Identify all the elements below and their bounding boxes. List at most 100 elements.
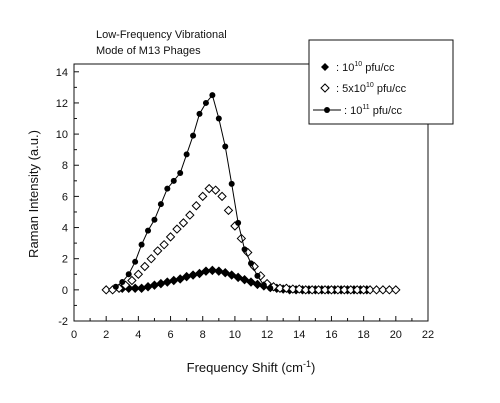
data-point bbox=[196, 110, 203, 117]
legend-label-3-suffix: pfu/cc bbox=[370, 105, 403, 117]
data-point bbox=[101, 285, 111, 295]
data-point bbox=[288, 284, 298, 294]
data-point bbox=[267, 285, 274, 292]
data-point bbox=[326, 285, 337, 295]
data-point bbox=[133, 269, 144, 279]
data-point bbox=[140, 261, 150, 272]
data-point bbox=[228, 180, 235, 187]
data-point bbox=[248, 260, 254, 267]
x-tick-label: 6 bbox=[167, 329, 173, 341]
data-point bbox=[301, 285, 311, 295]
data-point bbox=[125, 271, 132, 278]
data-point bbox=[365, 285, 375, 295]
series-3 bbox=[112, 92, 274, 292]
data-point bbox=[119, 279, 126, 286]
legend-entry-1: : 1010 pfu/cc bbox=[321, 61, 395, 74]
data-point bbox=[239, 275, 250, 285]
data-point bbox=[127, 275, 137, 286]
data-point bbox=[159, 239, 169, 250]
data-point bbox=[130, 283, 140, 293]
data-point bbox=[198, 191, 208, 202]
legend-entry-3: : 1011 pfu/cc bbox=[313, 104, 403, 117]
data-point bbox=[188, 270, 198, 280]
data-point bbox=[378, 285, 388, 295]
data-point bbox=[214, 266, 224, 276]
x-tick-label: 22 bbox=[422, 329, 434, 341]
chart-title-line-2: Mode of M13 Phages bbox=[96, 45, 201, 57]
data-point bbox=[157, 201, 164, 208]
data-point bbox=[236, 233, 247, 244]
x-tick-label: 2 bbox=[103, 329, 109, 341]
data-point bbox=[217, 191, 227, 202]
x-tick-label: 10 bbox=[229, 329, 241, 341]
data-point bbox=[222, 143, 229, 150]
x-tick-label: 8 bbox=[200, 329, 206, 341]
data-point bbox=[246, 277, 256, 287]
data-point bbox=[145, 227, 152, 234]
data-point bbox=[226, 270, 237, 280]
y-tick-label: 12 bbox=[56, 98, 68, 110]
legend-label-2-sup: 10 bbox=[366, 82, 374, 89]
legend-label-1: : 1010 pfu/cc bbox=[336, 61, 395, 74]
data-point bbox=[156, 278, 166, 289]
data-point bbox=[215, 115, 222, 122]
y-tick-label: 6 bbox=[62, 191, 68, 203]
data-point bbox=[352, 285, 362, 295]
data-point bbox=[149, 280, 160, 290]
y-tick-label: 4 bbox=[62, 223, 68, 235]
x-tick-label: 18 bbox=[358, 329, 370, 341]
data-point bbox=[210, 185, 221, 195]
data-point bbox=[170, 177, 177, 184]
legend-label-1-sup: 10 bbox=[354, 61, 362, 68]
y-tick-label: 8 bbox=[62, 160, 68, 172]
legend-label-2-suffix: pfu/cc bbox=[374, 83, 407, 95]
legend: : 1010 pfu/cc : 5x1010 pfu/cc : 1011 pfu… bbox=[308, 39, 454, 125]
chart-title-line-1: Low-Frequency Vibrational bbox=[96, 29, 227, 41]
legend-marker-open-diamond bbox=[320, 83, 330, 93]
legend-label-1-suffix: pfu/cc bbox=[362, 62, 395, 74]
x-tick-label: 0 bbox=[71, 329, 77, 341]
y-axis-label: Raman Intensity (a.u.) bbox=[26, 130, 41, 258]
y-tick-label: -2 bbox=[58, 316, 68, 328]
series-3-line bbox=[115, 94, 271, 289]
data-point bbox=[307, 285, 317, 295]
legend-label-3-prefix: : 10 bbox=[344, 105, 362, 117]
data-point bbox=[136, 283, 147, 293]
data-point bbox=[233, 272, 243, 283]
data-point bbox=[275, 283, 285, 293]
y-tick-label: 2 bbox=[62, 254, 68, 266]
y-tick-label: 10 bbox=[56, 129, 68, 141]
data-point bbox=[194, 268, 205, 279]
x-tick-label: 20 bbox=[390, 329, 402, 341]
data-point bbox=[235, 219, 242, 226]
legend-label-3-sup: 11 bbox=[362, 104, 369, 111]
data-point bbox=[191, 201, 201, 211]
legend-label-1-prefix: : 10 bbox=[336, 62, 354, 74]
data-point bbox=[132, 258, 139, 265]
data-series bbox=[101, 92, 401, 295]
legend-marker-filled-circle bbox=[324, 107, 330, 113]
data-point bbox=[346, 285, 356, 295]
data-point bbox=[207, 265, 218, 276]
data-point bbox=[112, 283, 119, 290]
data-point bbox=[138, 241, 145, 248]
data-point bbox=[177, 170, 184, 177]
data-point bbox=[164, 185, 171, 192]
legend-label-2: : 5x1010 pfu/cc bbox=[336, 82, 407, 95]
legend-entry-2: : 5x1010 pfu/cc bbox=[320, 82, 407, 95]
data-point bbox=[339, 285, 350, 295]
data-point bbox=[254, 272, 261, 279]
data-point bbox=[371, 285, 382, 295]
legend-marker-filled-diamond bbox=[321, 63, 329, 71]
data-point bbox=[143, 282, 153, 292]
data-point bbox=[252, 279, 263, 290]
data-point bbox=[281, 283, 292, 293]
data-point bbox=[358, 285, 369, 295]
x-tick-label: 16 bbox=[325, 329, 337, 341]
data-point bbox=[384, 285, 395, 295]
data-point bbox=[185, 210, 195, 220]
data-point bbox=[146, 253, 156, 264]
x-tick-label: 12 bbox=[261, 329, 273, 341]
data-point bbox=[294, 284, 304, 294]
